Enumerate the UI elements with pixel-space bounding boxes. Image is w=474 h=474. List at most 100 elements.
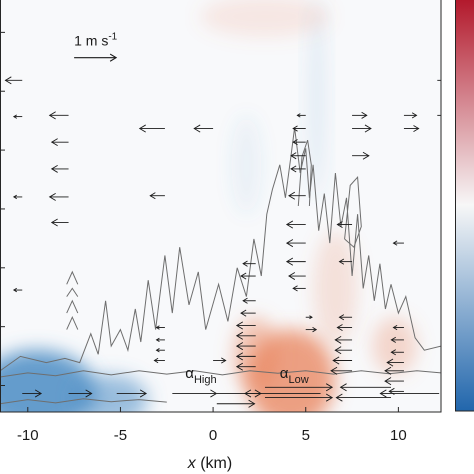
wind-vector — [288, 272, 306, 280]
cool-anomaly — [231, 115, 262, 215]
arrow-head — [386, 358, 394, 367]
arrow-head — [290, 165, 297, 173]
arrow-head — [285, 220, 294, 229]
arrow-head — [240, 309, 247, 317]
wind-vector — [390, 349, 404, 356]
arrow-head — [235, 352, 244, 361]
wind-vector — [264, 383, 334, 392]
warm-anomaly — [200, 0, 330, 38]
wind-vector — [339, 383, 391, 392]
wind-vector — [437, 114, 441, 116]
wind-vector — [335, 393, 391, 402]
wind-vector — [12, 194, 23, 200]
warm-anomaly — [372, 317, 417, 375]
wind-vector — [285, 220, 306, 229]
arrow-head — [139, 389, 148, 398]
arrow-head — [325, 383, 334, 392]
arrow-head — [235, 331, 244, 340]
wind-vector — [22, 389, 43, 398]
arrow-head — [339, 383, 347, 392]
arrow-head — [390, 349, 396, 356]
x-tick-label: 5 — [302, 427, 310, 444]
arrow-head — [330, 366, 338, 375]
arrow-head — [109, 53, 118, 62]
arrow-head — [242, 297, 248, 304]
x-axis-label-unit: (km) — [196, 455, 232, 472]
arrow-head — [392, 324, 398, 331]
arrow-head — [292, 125, 298, 132]
arrow-head — [292, 139, 298, 146]
wind-vector — [334, 346, 353, 355]
alpha-subscript: High — [194, 374, 217, 386]
arrow-head — [210, 389, 218, 398]
cool-anomaly — [0, 350, 97, 412]
wind-vector — [352, 124, 372, 133]
arrow-head — [155, 337, 160, 343]
arrow-head — [335, 393, 343, 402]
wind-vector — [285, 239, 306, 248]
wind-vector — [336, 221, 353, 229]
wind-vector — [288, 191, 306, 200]
wind-vector — [240, 272, 256, 280]
arrow-head — [50, 138, 58, 147]
cool-anomaly — [307, 0, 327, 198]
wind-vector — [12, 114, 23, 119]
wind-vector — [334, 335, 353, 344]
arrow-head — [12, 194, 18, 200]
cool-anomaly — [74, 374, 149, 412]
arrow-head — [413, 125, 420, 133]
arrow-head — [149, 192, 156, 200]
wind-vector — [338, 258, 353, 265]
y-ticks — [0, 31, 5, 387]
x-tick-label: 0 — [209, 427, 217, 444]
arrow-head — [285, 239, 294, 248]
arrow-head — [248, 399, 256, 408]
cloud-contour — [344, 175, 362, 249]
arrow-head — [4, 76, 12, 85]
colorbar — [455, 0, 474, 412]
wind-vector — [330, 366, 353, 375]
wind-vector — [292, 125, 306, 132]
wind-vector — [235, 362, 256, 371]
arrow-head — [336, 324, 343, 332]
arrow-head — [334, 346, 342, 355]
arrow-head — [338, 314, 345, 321]
arrow-head — [325, 393, 334, 402]
wind-vector — [68, 389, 93, 398]
arrow-head — [312, 327, 318, 333]
colorbar-fill — [455, 0, 474, 411]
arrow-head — [338, 258, 345, 265]
arrow-head — [153, 357, 159, 364]
arrow-head — [34, 389, 43, 398]
alpha-subscript: Low — [288, 374, 308, 386]
wind-vector — [290, 165, 306, 173]
alpha-annotation: αLow — [280, 365, 309, 386]
wind-vector — [244, 389, 321, 398]
alpha-annotation: αHigh — [185, 365, 216, 386]
wind-vector — [172, 389, 218, 398]
arrow-head — [443, 79, 446, 83]
wind-vector — [352, 151, 370, 160]
wind-vector — [379, 389, 440, 398]
reference-vector — [74, 53, 118, 62]
wind-vector — [384, 366, 404, 375]
wind-vector — [50, 165, 69, 173]
arrow-head — [379, 389, 387, 398]
wind-vector — [155, 348, 165, 353]
alpha-symbol: α — [280, 365, 289, 382]
wind-vector — [235, 342, 256, 351]
arrow-head — [292, 285, 298, 292]
arrow-head — [155, 325, 160, 330]
wind-vector — [292, 139, 306, 146]
wind-vector — [292, 285, 306, 292]
cloud-contour — [66, 270, 79, 285]
warm-anomaly — [313, 230, 358, 347]
wind-vector — [50, 218, 69, 227]
arrow-head — [411, 112, 418, 119]
wind-vectors — [4, 76, 446, 408]
arrow-head — [48, 192, 56, 201]
wind-vector — [285, 257, 306, 266]
wind-vector — [138, 124, 165, 133]
